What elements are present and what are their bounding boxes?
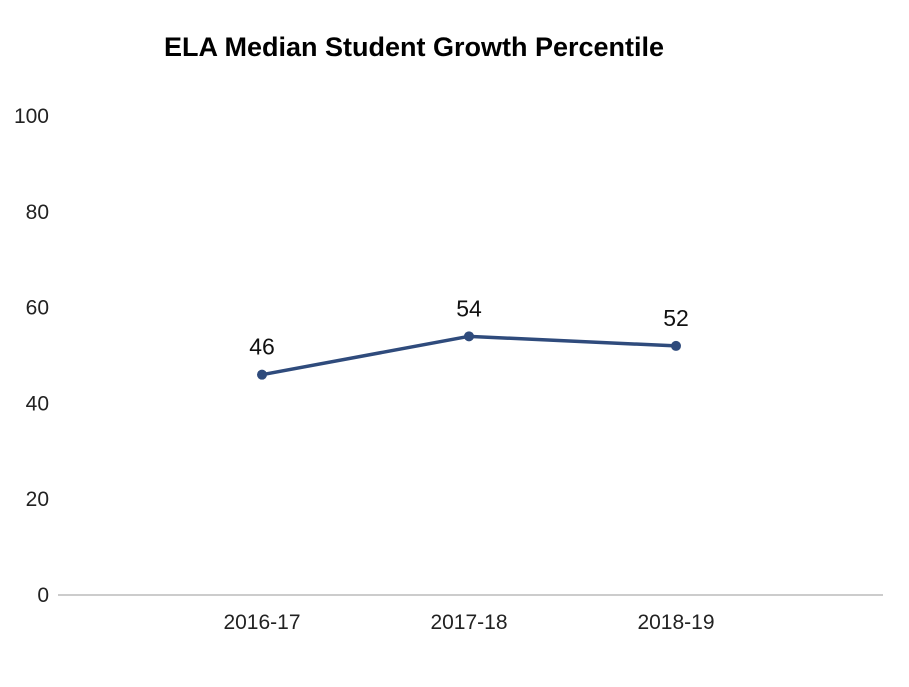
data-label: 46: [249, 334, 275, 360]
y-tick-label: 20: [26, 488, 49, 511]
series-line: [260, 334, 678, 377]
y-tick-label: 80: [26, 201, 49, 224]
y-axis-ticks: 0 20 40 60 80 100: [14, 105, 49, 607]
data-label: 52: [663, 305, 689, 331]
y-tick-label: 0: [37, 584, 49, 607]
x-tick-label: 2016-17: [223, 611, 300, 634]
x-axis-ticks: 2016-17 2017-18 2018-19: [223, 611, 714, 634]
chart-title: ELA Median Student Growth Percentile: [164, 32, 664, 62]
data-point[interactable]: [464, 331, 474, 342]
data-point[interactable]: [257, 369, 267, 380]
y-tick-label: 60: [26, 297, 49, 320]
x-tick-label: 2018-19: [637, 611, 714, 634]
x-tick-label: 2017-18: [430, 611, 507, 634]
y-tick-label: 100: [14, 105, 49, 128]
series-group: 46 54 52: [249, 295, 689, 380]
data-point[interactable]: [671, 340, 681, 351]
y-tick-label: 40: [26, 392, 49, 415]
data-label: 54: [456, 295, 482, 321]
